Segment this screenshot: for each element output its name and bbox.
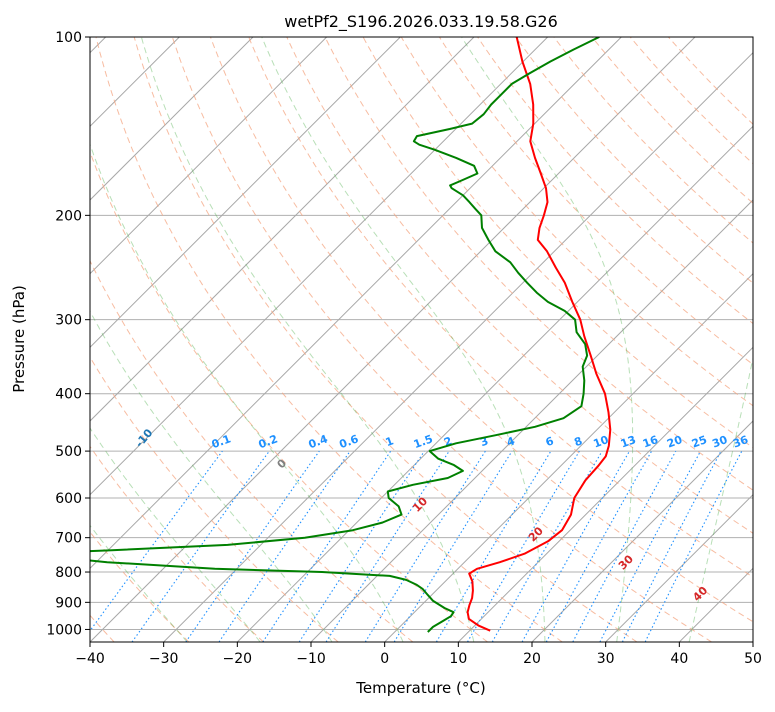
- x-tick-label: −40: [75, 651, 105, 667]
- y-tick-label: 200: [55, 208, 82, 224]
- x-tick-label: 40: [670, 651, 688, 667]
- y-tick-label: 100: [55, 30, 82, 46]
- x-tick-label: 50: [744, 651, 762, 667]
- x-axis-title: Temperature (°C): [355, 679, 485, 697]
- y-tick-label: 600: [55, 491, 82, 507]
- y-tick-label: 900: [55, 595, 82, 611]
- x-tick-label: −10: [296, 651, 326, 667]
- x-tick-label: 30: [597, 651, 615, 667]
- x-tick-label: −20: [223, 651, 253, 667]
- y-tick-label: 300: [55, 313, 82, 329]
- y-axis-title: Pressure (hPa): [10, 285, 28, 393]
- y-tick-label: 800: [55, 565, 82, 581]
- y-tick-label: 500: [55, 444, 82, 460]
- x-tick-label: 0: [380, 651, 389, 667]
- x-tick-label: −30: [149, 651, 179, 667]
- x-tick-label: 10: [449, 651, 467, 667]
- y-tick-label: 400: [55, 387, 82, 403]
- x-tick-label: 20: [523, 651, 541, 667]
- y-tick-label: 1000: [46, 622, 82, 638]
- chart-title: wetPf2_S196.2026.033.19.58.G26: [284, 12, 558, 32]
- y-tick-label: 700: [55, 531, 82, 547]
